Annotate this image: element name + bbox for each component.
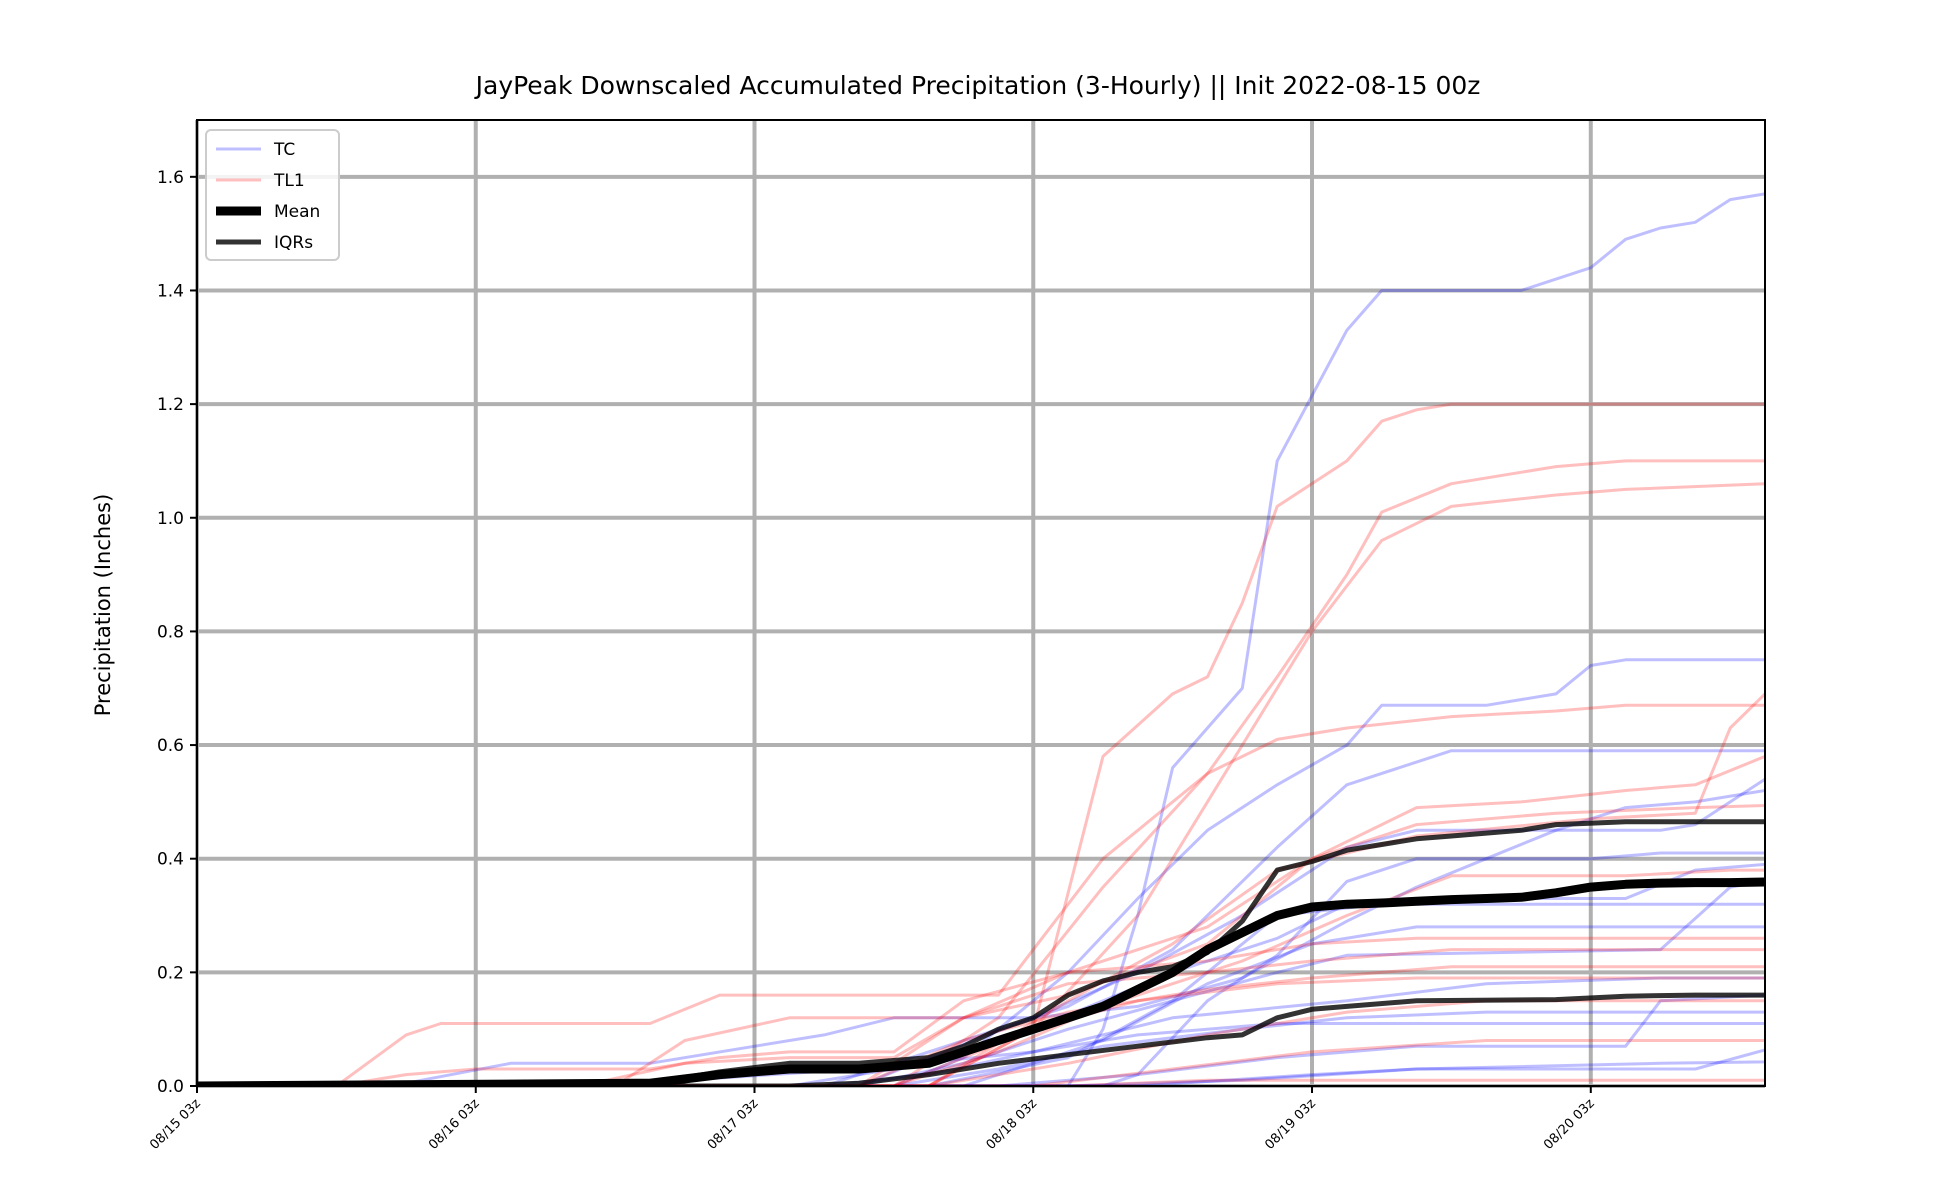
series-line-tl1 bbox=[197, 459, 1765, 1086]
chart-title: JayPeak Downscaled Accumulated Precipita… bbox=[474, 71, 1481, 100]
series-line-tl1 bbox=[197, 948, 1765, 1086]
y-tick-label: 1.6 bbox=[157, 168, 184, 188]
plot-frame bbox=[196, 119, 1766, 1087]
series-line-tl1 bbox=[197, 804, 1765, 1086]
legend-label-tl1: TL1 bbox=[273, 171, 305, 191]
series-line-tc bbox=[197, 789, 1765, 1086]
series-line-tl1 bbox=[197, 976, 1765, 1086]
series-line-tc bbox=[197, 925, 1765, 1086]
y-tick-label: 1.4 bbox=[157, 281, 184, 301]
series-line-tl1 bbox=[197, 754, 1765, 1086]
legend: TC TL1 Mean IQRs bbox=[205, 129, 340, 261]
y-axis-label: Precipitation (Inches) bbox=[91, 494, 115, 717]
y-tick-label: 0.6 bbox=[157, 736, 184, 756]
series-line-tl1 bbox=[197, 868, 1765, 1086]
y-tick-label: 1.0 bbox=[157, 509, 184, 529]
series-line-tc bbox=[197, 749, 1765, 1086]
y-axis-ticks: 0.0 0.2 0.4 0.6 0.8 1.0 1.2 1.4 1.6 bbox=[157, 168, 197, 1097]
series-line-tc bbox=[197, 1048, 1765, 1086]
mean-line bbox=[197, 877, 1765, 1086]
series-line-tl1 bbox=[197, 703, 1765, 1086]
series-line-tc bbox=[197, 192, 1765, 1086]
legend-label-mean: Mean bbox=[274, 202, 320, 222]
series-line-tl1 bbox=[197, 1078, 1765, 1086]
legend-label-tc: TC bbox=[273, 140, 295, 160]
series-line-tl1 bbox=[197, 1039, 1765, 1086]
plot-area: 0.00.20.40.60.81.01.21.41.6 08/15 03z 08/… bbox=[147, 119, 1766, 1153]
y-tick-label: 1.2 bbox=[157, 395, 184, 415]
y-tick-label: 0.8 bbox=[157, 622, 184, 642]
series-line-tc bbox=[197, 1010, 1765, 1086]
legend-box bbox=[205, 129, 340, 261]
y-tick-label: 0.4 bbox=[157, 850, 184, 870]
y-tick-label: 0.2 bbox=[157, 963, 184, 983]
legend-label-iqrs: IQRs bbox=[274, 233, 313, 253]
series-line-tc bbox=[197, 1060, 1765, 1086]
y-tick-label: 0.0 bbox=[157, 1077, 184, 1097]
summary-lines bbox=[197, 819, 1765, 1086]
series-line-tl1 bbox=[197, 936, 1765, 1086]
series-line-tc bbox=[197, 851, 1765, 1086]
series-line-tl1 bbox=[197, 965, 1765, 1086]
iqr-lower-line bbox=[197, 992, 1765, 1086]
